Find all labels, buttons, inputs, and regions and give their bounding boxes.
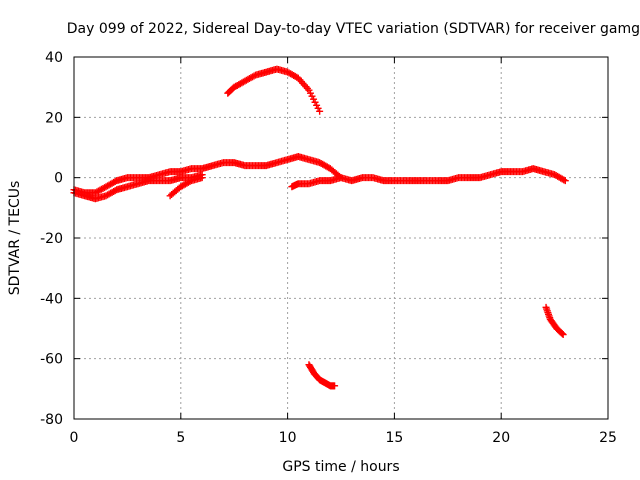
arc-low-point <box>331 382 339 390</box>
arc-short-1-point <box>186 178 194 186</box>
arc-main-a-point <box>111 178 119 186</box>
y-tick-label: -40 <box>40 291 63 307</box>
y-tick-label: -20 <box>40 231 63 247</box>
y-tick-label: 20 <box>45 110 63 126</box>
arc-late-point <box>558 330 566 338</box>
grid <box>74 57 608 419</box>
x-tick-label: 0 <box>70 430 79 446</box>
x-tick-label: 15 <box>385 430 403 446</box>
y-tick-label: -60 <box>40 352 63 368</box>
x-tick-label: 20 <box>492 430 510 446</box>
arc-mid-point <box>561 177 569 185</box>
y-axis-label: SDTVAR / TECUs <box>7 181 23 296</box>
arc-short-1-point <box>198 174 206 182</box>
x-tick-label: 5 <box>176 430 185 446</box>
arc-high-point <box>316 107 324 115</box>
chart-title: Day 099 of 2022, Sidereal Day-to-day VTE… <box>67 21 640 37</box>
arc-high-point <box>250 72 258 80</box>
arc-main-b-point <box>111 187 119 195</box>
axis-ticks: 0 5 10 15 20 25 -80 -60 -40 -20 0 20 40 <box>40 50 617 446</box>
arc-late-point <box>559 331 567 339</box>
x-axis-label: GPS time / hours <box>282 459 399 475</box>
y-tick-label: 0 <box>54 171 63 187</box>
y-tick-label: 40 <box>45 50 63 66</box>
y-tick-label: -80 <box>40 412 63 428</box>
arc-mid-point <box>560 176 568 184</box>
data-points <box>70 65 569 390</box>
x-tick-label: 10 <box>279 430 297 446</box>
x-tick-label: 25 <box>599 430 617 446</box>
